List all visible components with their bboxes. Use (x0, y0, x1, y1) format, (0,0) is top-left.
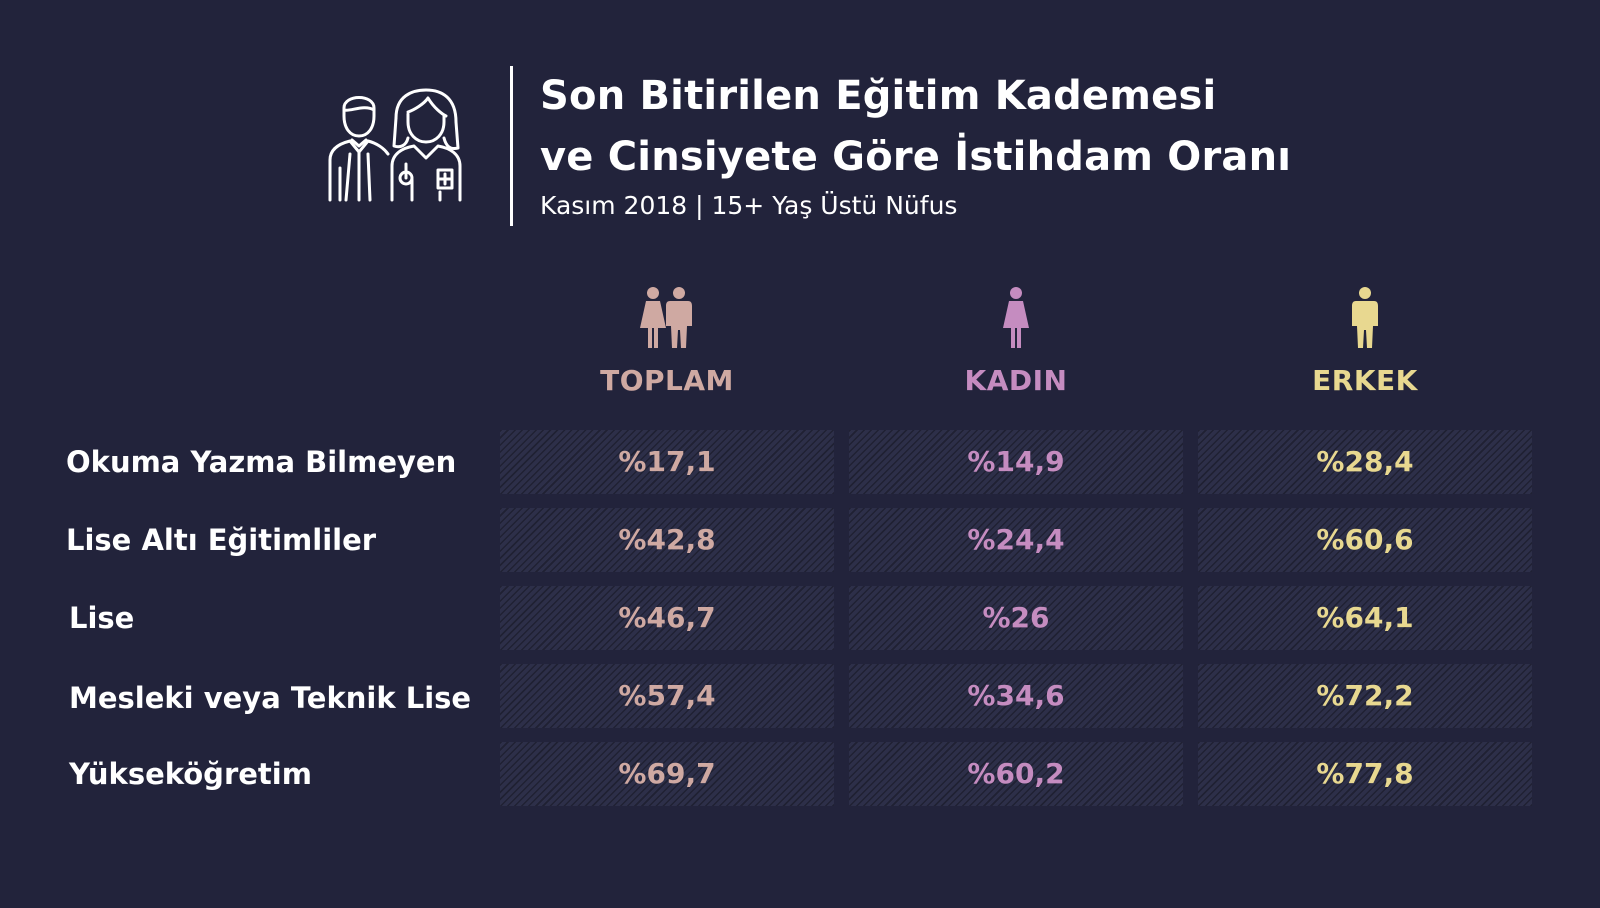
column-label-toplam: TOPLAM (600, 364, 734, 397)
cell-yuksekogretim-kadin: %60,2 (849, 742, 1183, 806)
cell-lise-erkek: %64,1 (1198, 586, 1532, 650)
page-title: Son Bitirilen Eğitim Kademesi ve Cinsiye… (540, 66, 1291, 188)
title-line-1: Son Bitirilen Eğitim Kademesi (540, 73, 1217, 119)
row-label-lise-alti-egitimliler: Lise Altı Eğitimliler (66, 523, 377, 557)
cell-lise-alti-egitimliler-kadin: %24,4 (849, 508, 1183, 572)
cell-okuma-yazma-bilmeyen-kadin: %14,9 (849, 430, 1183, 494)
man-and-woman-outline-icon (328, 88, 462, 202)
cell-okuma-yazma-bilmeyen-toplam: %17,1 (500, 430, 834, 494)
cell-mesleki-veya-teknik-lise-erkek: %72,2 (1198, 664, 1532, 728)
row-label-okuma-yazma-bilmeyen: Okuma Yazma Bilmeyen (66, 445, 457, 479)
title-line-2: ve Cinsiyete Göre İstihdam Oranı (540, 134, 1292, 180)
cell-lise-kadin: %26 (849, 586, 1183, 650)
cell-yuksekogretim-erkek: %77,8 (1198, 742, 1532, 806)
couple-icon (640, 287, 692, 348)
subtitle: Kasım 2018 | 15+ Yaş Üstü Nüfus (540, 191, 958, 220)
cell-okuma-yazma-bilmeyen-erkek: %28,4 (1198, 430, 1532, 494)
column-erkek: ERKEK (1198, 286, 1532, 397)
man-icon (1352, 287, 1378, 348)
row-label-lise: Lise (69, 601, 135, 635)
column-label-kadin: KADIN (964, 364, 1068, 397)
header-divider (510, 66, 513, 226)
cell-lise-toplam: %46,7 (500, 586, 834, 650)
woman-icon (1003, 287, 1029, 348)
cell-yuksekogretim-toplam: %69,7 (500, 742, 834, 806)
row-label-mesleki-veya-teknik-lise: Mesleki veya Teknik Lise (69, 681, 472, 715)
cell-mesleki-veya-teknik-lise-toplam: %57,4 (500, 664, 834, 728)
row-label-yuksekogretim: Yükseköğretim (69, 757, 312, 791)
column-kadin: KADIN (849, 286, 1183, 397)
cell-lise-alti-egitimliler-toplam: %42,8 (500, 508, 834, 572)
cell-mesleki-veya-teknik-lise-kadin: %34,6 (849, 664, 1183, 728)
column-label-erkek: ERKEK (1312, 364, 1418, 397)
cell-lise-alti-egitimliler-erkek: %60,6 (1198, 508, 1532, 572)
column-toplam: TOPLAM (500, 286, 834, 397)
